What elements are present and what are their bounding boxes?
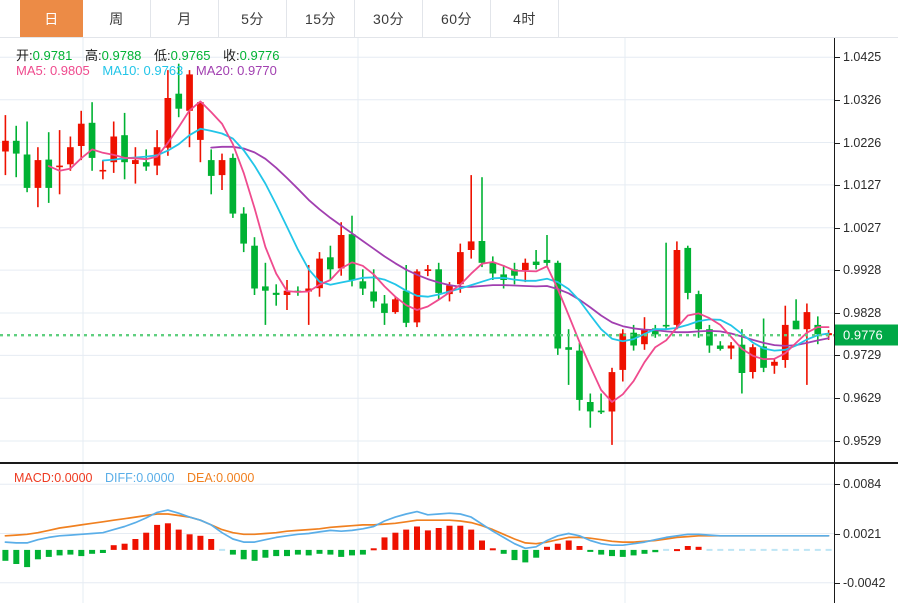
macd-axis-label: -0.0042 (843, 575, 886, 590)
macd-axis-tick (835, 533, 840, 535)
price-axis-label: 0.9629 (843, 391, 882, 406)
tab-label: 月 (177, 10, 192, 27)
tab-60分[interactable]: 60分 (423, 0, 491, 37)
price-axis-label: 1.0326 (843, 92, 882, 107)
price-axis-label: 0.9529 (843, 434, 882, 448)
macd-axis: 0.0084 0.0021 -0.0042 (834, 464, 898, 603)
macd-axis-label: 0.0021 (843, 526, 882, 541)
price-axis-tick (835, 227, 840, 229)
current-price-badge: 0.9776 (835, 324, 898, 346)
tab-label: 5分 (241, 10, 264, 27)
tab-30分[interactable]: 30分 (355, 0, 423, 37)
period-tabbar: 日 周 月 5分 15分 30分 60分 4时 (0, 0, 898, 38)
tab-label: 30分 (372, 10, 405, 27)
macd-axis-label: 0.0084 (843, 477, 882, 492)
macd-canvas (0, 464, 834, 603)
tab-周[interactable]: 周 (83, 0, 151, 37)
price-axis: 1.0425 1.0326 1.0226 1.0127 1.0027 0.9928 0.98… (834, 38, 898, 462)
tab-5分[interactable]: 5分 (219, 0, 287, 37)
price-canvas (0, 38, 834, 462)
price-axis-label: 0.9729 (843, 348, 882, 363)
macd-axis-tick (835, 484, 840, 486)
price-axis-label: 1.0226 (843, 135, 882, 150)
tab-label: 4时 (513, 10, 536, 27)
price-axis-tick (835, 184, 840, 186)
price-axis-tick (835, 142, 840, 144)
tab-label: 周 (109, 10, 124, 27)
tabbar-spacer (559, 0, 898, 37)
price-pane: 1.0425 1.0326 1.0226 1.0127 1.0027 0.9928 0.98… (0, 38, 898, 462)
tab-label: 60分 (440, 10, 473, 27)
macd-axis-tick (835, 582, 840, 584)
tab-日[interactable]: 日 (20, 0, 83, 37)
macd-pane: 0.0084 0.0021 -0.0042 MACD:0.0000 DIFF:0.0… (0, 462, 898, 603)
price-axis-label: 0.9928 (843, 263, 882, 278)
tab-4时[interactable]: 4时 (491, 0, 559, 37)
price-axis-tick (835, 57, 840, 59)
tab-月[interactable]: 月 (151, 0, 219, 37)
price-axis-tick (835, 398, 840, 400)
price-axis-tick (835, 441, 840, 442)
price-axis-label: 1.0425 (843, 50, 882, 65)
price-axis-tick (835, 313, 840, 314)
price-axis-label: 1.0027 (843, 220, 882, 235)
tab-label: 日 (44, 10, 59, 27)
chart-area: 1.0425 1.0326 1.0226 1.0127 1.0027 0.9928 0.98… (0, 38, 898, 603)
price-axis-label: 1.0127 (843, 177, 882, 192)
price-plot[interactable] (0, 38, 834, 462)
macd-plot[interactable] (0, 464, 834, 603)
price-axis-tick (835, 270, 840, 272)
price-axis-tick (835, 355, 840, 357)
tab-label: 15分 (304, 10, 337, 27)
tab-15分[interactable]: 15分 (287, 0, 355, 37)
price-axis-label: 0.9828 (843, 306, 882, 320)
price-axis-tick (835, 99, 840, 101)
